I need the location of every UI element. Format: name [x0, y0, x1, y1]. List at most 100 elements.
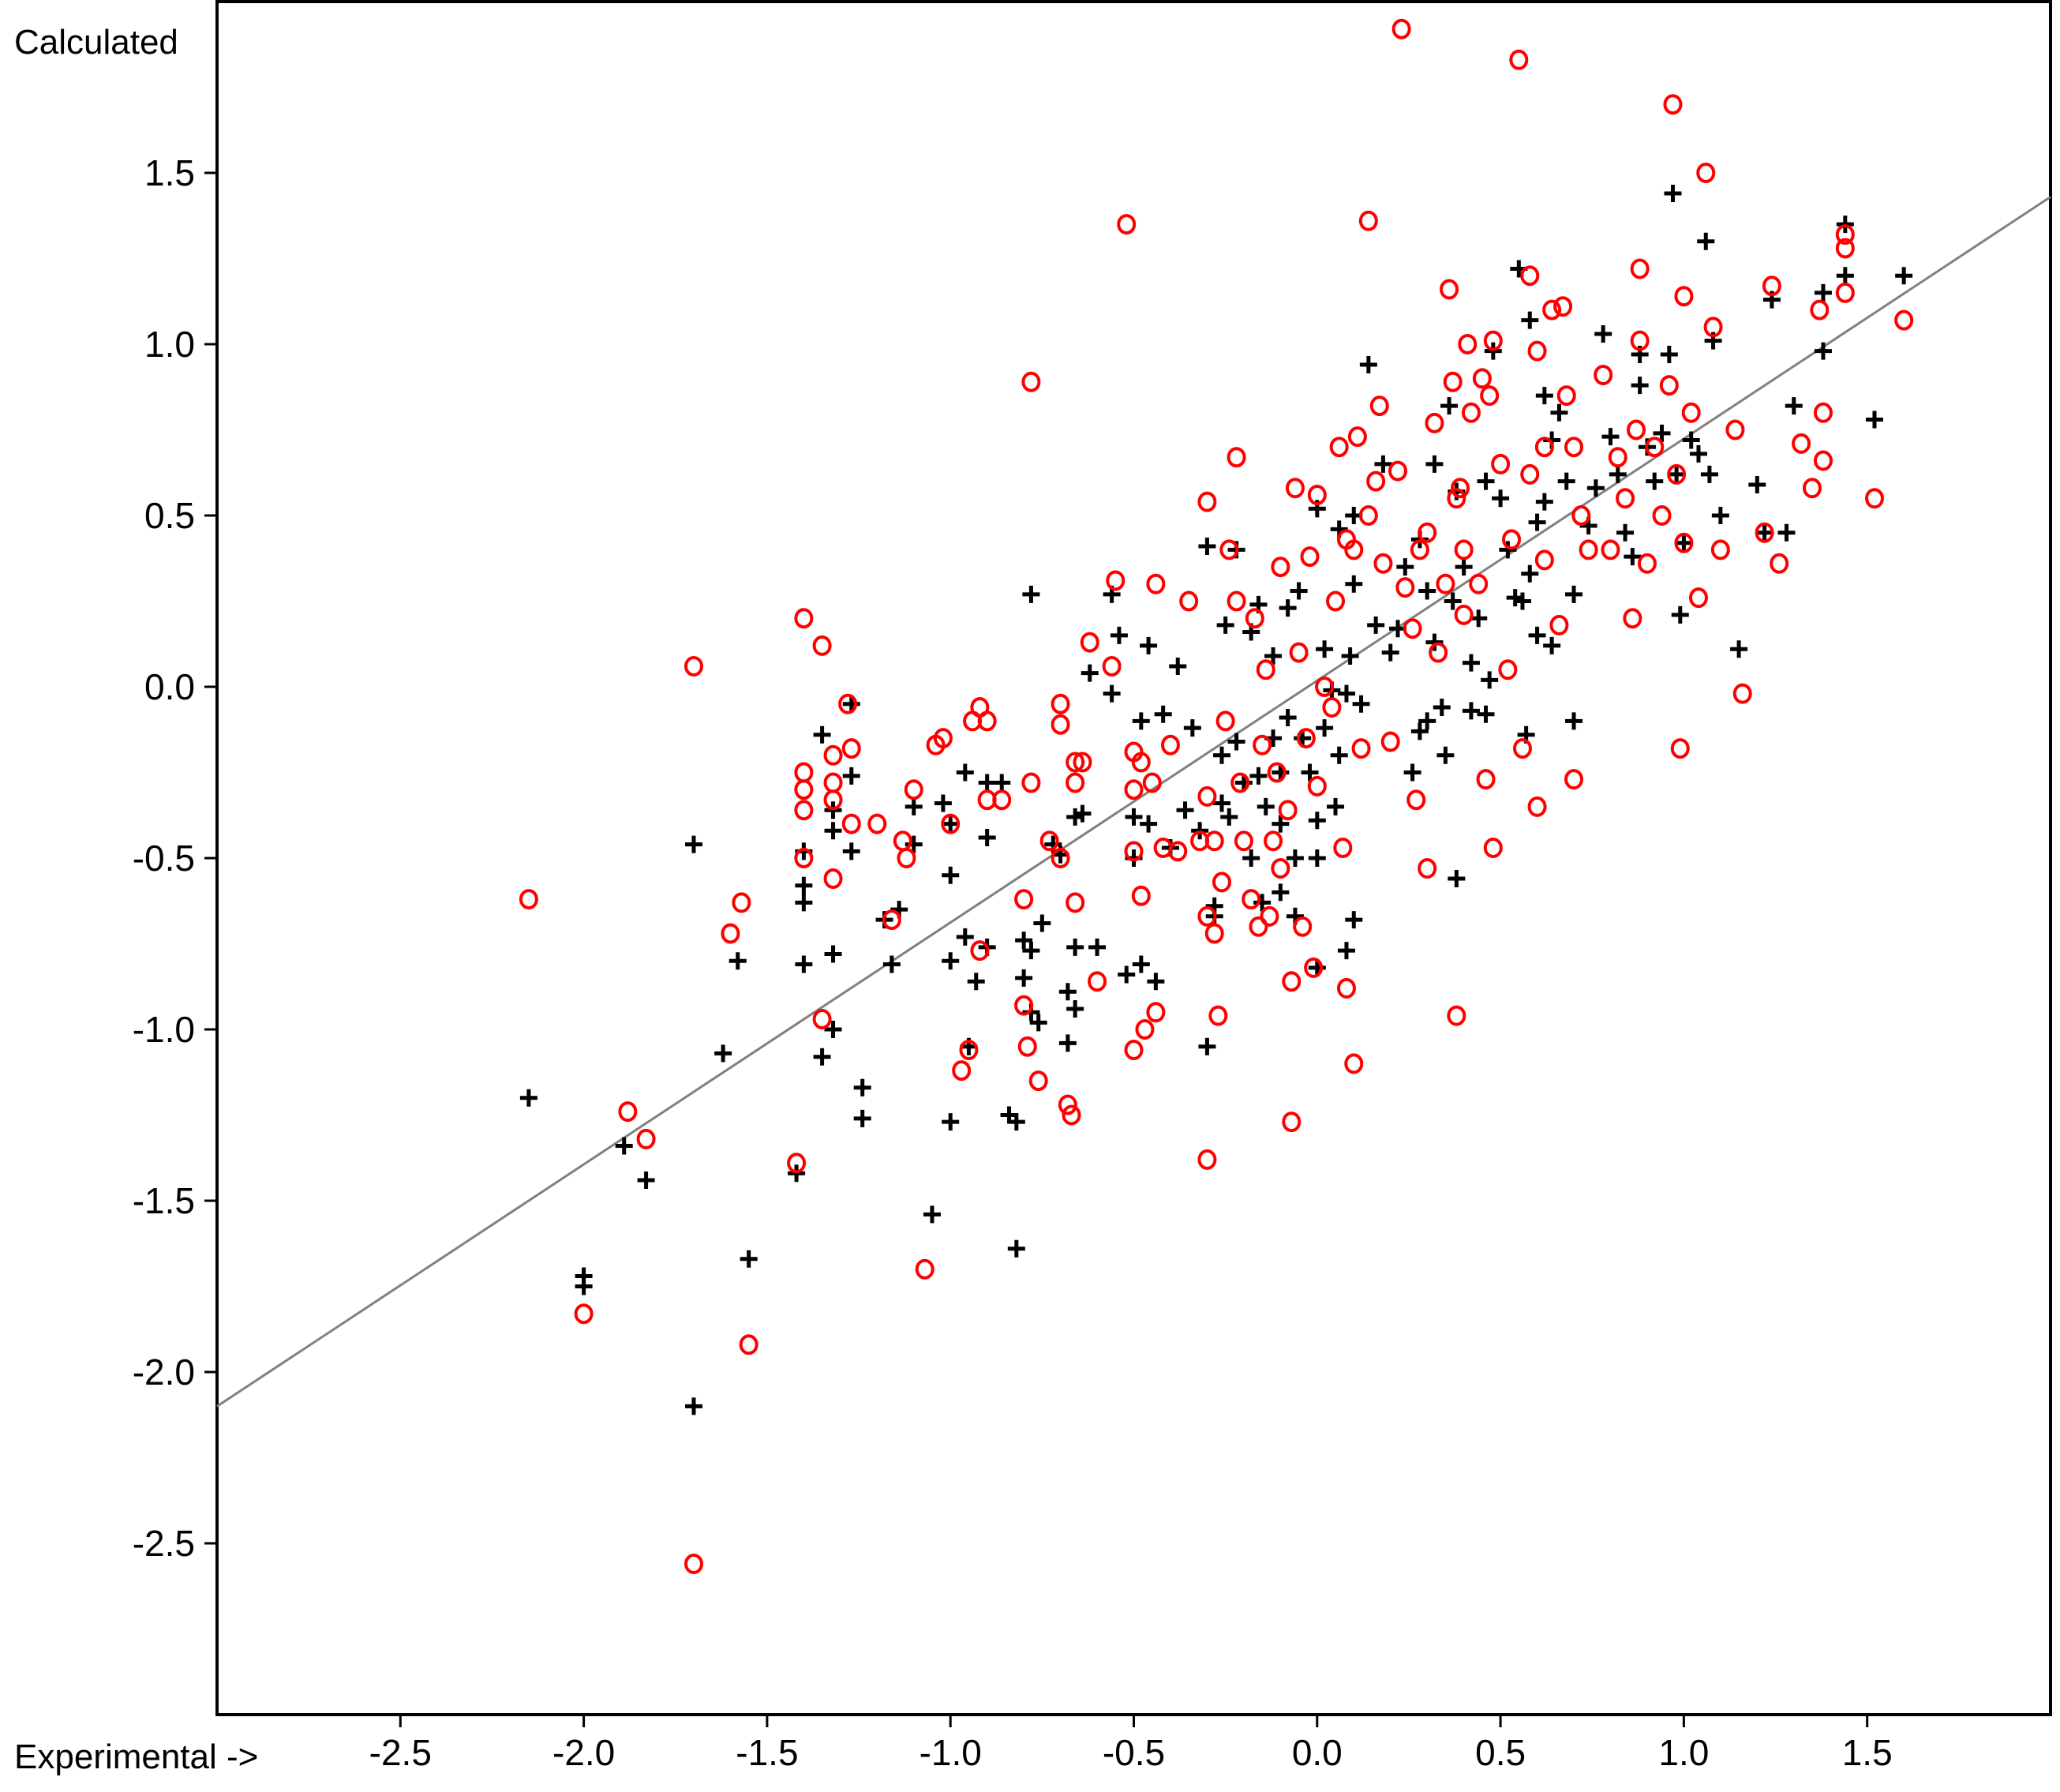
circle-point: [1436, 573, 1455, 594]
circle-point: [1304, 957, 1324, 978]
plus-point: [1492, 489, 1510, 508]
circle-point: [1443, 371, 1463, 392]
plus-point: [1697, 232, 1715, 250]
circle-point: [1160, 734, 1180, 755]
circle-point: [1498, 659, 1518, 680]
circle-point: [1326, 590, 1346, 612]
circle-point: [1307, 484, 1327, 505]
plus-point: [1183, 719, 1201, 737]
plus-point: [1477, 705, 1495, 723]
plus-point: [1785, 397, 1803, 415]
plus-point: [824, 801, 842, 819]
plus-point: [1279, 599, 1297, 617]
plus-point: [1290, 582, 1308, 600]
x-tick-label: -2.5: [369, 1732, 432, 1773]
plus-point: [1565, 585, 1583, 603]
circle-point: [992, 789, 1012, 811]
plus-point: [824, 1021, 842, 1038]
plus-point: [1073, 804, 1092, 823]
plus-point: [1499, 541, 1517, 559]
plus-point: [1689, 444, 1707, 463]
circle-point: [1230, 772, 1250, 793]
circle-point: [1204, 830, 1224, 852]
circle-point: [1234, 830, 1253, 852]
circle-point: [1204, 923, 1224, 944]
plus-point: [1381, 643, 1399, 662]
plus-point: [1616, 523, 1635, 542]
circle-point: [1674, 286, 1694, 307]
plus-point: [1345, 575, 1363, 593]
circle-point: [1527, 340, 1547, 362]
plus-point: [1462, 654, 1480, 672]
plus-point: [1528, 626, 1546, 644]
circle-point: [915, 1258, 934, 1280]
circle-point: [1197, 785, 1217, 807]
circle-point: [1142, 772, 1162, 793]
plus-point: [1484, 342, 1502, 360]
circle-point: [1219, 539, 1239, 560]
plus-point: [575, 1277, 593, 1295]
plus-point: [1444, 592, 1462, 610]
plus-point: [1675, 534, 1693, 552]
plus-point: [1058, 1034, 1077, 1052]
circle-point: [1227, 447, 1246, 468]
circle-point: [1458, 334, 1478, 354]
circle-point: [1014, 995, 1034, 1016]
circle-point: [1579, 539, 1598, 560]
plus-point: [795, 876, 813, 894]
plus-point: [1671, 605, 1689, 624]
circle-point: [977, 710, 997, 732]
plus-point: [813, 725, 831, 744]
plus-point: [1814, 283, 1832, 302]
plus-point: [1220, 808, 1238, 826]
plus-point: [1066, 999, 1084, 1018]
circle-point: [1131, 752, 1151, 773]
circle-point: [1124, 841, 1144, 862]
plus-point: [1345, 911, 1363, 929]
circle-point: [1249, 916, 1268, 937]
plus-point: [1700, 465, 1718, 483]
circle-point: [1021, 371, 1041, 392]
circle-point: [1260, 905, 1279, 927]
plus-point: [1316, 640, 1334, 658]
circle-point: [1418, 522, 1437, 543]
plus-point: [1029, 1014, 1047, 1032]
circle-point: [1388, 460, 1408, 482]
circle-point: [904, 779, 923, 800]
plus-point: [1110, 626, 1128, 644]
y-tick-label: -1.5: [133, 1180, 195, 1221]
y-tick-label: -0.5: [133, 838, 195, 879]
plus-point: [615, 1137, 633, 1155]
plus-point: [1521, 564, 1539, 583]
plus-point: [1213, 746, 1230, 764]
plus-point: [1359, 356, 1377, 374]
circle-point: [812, 1008, 832, 1029]
plus-point: [853, 1109, 871, 1127]
x-tick-label: -2.0: [552, 1732, 615, 1773]
plus-point: [1660, 346, 1678, 364]
plus-point: [1433, 699, 1451, 717]
plus-point: [956, 928, 974, 946]
circle-point: [1553, 296, 1573, 317]
plus-point: [1481, 671, 1499, 689]
plus-point: [1682, 431, 1700, 449]
circle-point: [1296, 728, 1316, 749]
plus-point: [1198, 1037, 1216, 1055]
circle-point: [1215, 710, 1235, 732]
circle-point: [1106, 570, 1126, 591]
plus-point: [1668, 465, 1686, 483]
plus-point: [1176, 801, 1194, 819]
circle-point: [1688, 587, 1708, 609]
plus-point: [1007, 1113, 1025, 1131]
circle-point: [1630, 258, 1650, 279]
plus-point: [1253, 894, 1272, 912]
circle-point: [1293, 916, 1313, 937]
plus-point: [1755, 523, 1773, 542]
plus-point: [1081, 664, 1099, 682]
circle-point: [1472, 368, 1492, 389]
plus-point: [1513, 592, 1531, 610]
circle-point: [1197, 491, 1217, 512]
circle-point: [1315, 677, 1335, 697]
circle-point: [1534, 549, 1554, 571]
